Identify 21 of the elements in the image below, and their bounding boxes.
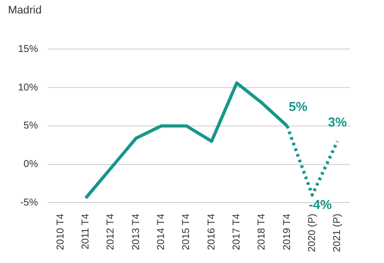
- x-tick-label: 2018 T4: [256, 213, 268, 250]
- data-label: 5%: [288, 99, 308, 114]
- x-tick-label: 2019 T4: [282, 213, 293, 250]
- x-tick-label: 2012 T4: [106, 213, 117, 250]
- x-tick-label: 2013 T4: [130, 213, 142, 250]
- x-tick-label: 2010 T4: [55, 213, 66, 250]
- y-tick-label: 15%: [18, 44, 38, 55]
- x-tick-label: 2020 (P): [307, 214, 318, 252]
- x-tick-label: 2014 T4: [156, 213, 168, 250]
- data-label: -4%: [308, 197, 332, 212]
- y-tick-label: -5%: [20, 197, 38, 208]
- data-label: 3%: [328, 114, 348, 130]
- x-tick-label: 2017 T4: [232, 213, 243, 250]
- x-tick-label: 2015 T4: [181, 213, 192, 250]
- chart-title: Madrid: [8, 4, 42, 17]
- y-tick-label: 5%: [24, 120, 38, 132]
- y-tick-label: 10%: [18, 82, 38, 94]
- x-tick-label: 2016 T4: [206, 213, 218, 250]
- y-tick-label: 0%: [24, 159, 38, 170]
- x-tick-label: 2011 T4: [80, 213, 92, 250]
- x-tick-label: 2021 (P): [332, 214, 344, 252]
